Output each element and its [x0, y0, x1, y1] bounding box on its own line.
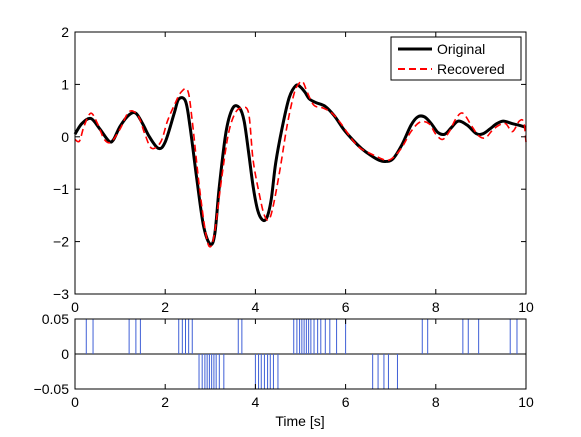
top-x-tick-label: 2 — [161, 299, 169, 315]
top-y-tick-label: 2 — [61, 24, 69, 40]
bottom-x-tick-label: 10 — [518, 394, 534, 410]
top-x-tick-label: 10 — [518, 299, 534, 315]
legend-recovered-label: Recovered — [437, 61, 505, 77]
bottom-y-tick-label: 0.05 — [42, 311, 69, 327]
top-x-tick-label: 6 — [342, 299, 350, 315]
series-line-recovered — [74, 80, 527, 248]
spike-axis-ticks: 0 2 4 6 8 100.050−0.05 — [34, 311, 534, 410]
legend: Original Recovered — [390, 36, 522, 81]
spike-series-group — [75, 319, 526, 389]
bottom-y-tick-label: 0 — [61, 346, 69, 362]
top-y-tick-label: 0 — [61, 129, 69, 145]
top-x-tick-label: 8 — [432, 299, 440, 315]
top-x-tick-label: 0 — [71, 299, 79, 315]
x-axis-label: Time [s] — [275, 413, 324, 429]
top-x-tick-label: 4 — [252, 299, 260, 315]
top-y-tick-label: −2 — [53, 234, 69, 250]
bottom-y-tick-label: −0.05 — [34, 381, 70, 397]
signal-plot-frame — [74, 31, 527, 295]
bottom-x-tick-label: 4 — [252, 394, 260, 410]
bottom-x-tick-label: 2 — [161, 394, 169, 410]
bottom-x-tick-label: 6 — [342, 394, 350, 410]
top-y-tick-label: −1 — [53, 181, 69, 197]
spike-plot: 0 2 4 6 8 100.050−0.05 Time [s] — [34, 311, 534, 429]
series-line-original — [73, 83, 527, 247]
legend-original-label: Original — [437, 41, 485, 57]
signal-series-group — [73, 80, 527, 248]
top-y-tick-label: 1 — [61, 76, 69, 92]
bottom-x-tick-label: 8 — [432, 394, 440, 410]
bottom-x-tick-label: 0 — [71, 394, 79, 410]
legend-box — [390, 36, 522, 81]
top-y-tick-label: −3 — [53, 286, 69, 302]
